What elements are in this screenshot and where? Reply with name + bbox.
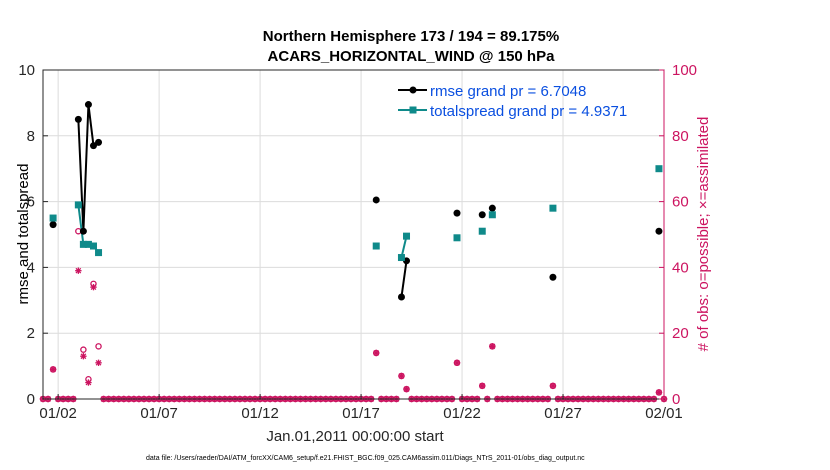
spread-point — [49, 214, 57, 222]
spread-point — [488, 211, 496, 219]
obs-assimilated-marker — [655, 389, 663, 396]
star-stroke — [479, 382, 486, 389]
data-file-footnote: data file: /Users/raeder/DAI/ATM_forcXX/… — [146, 455, 585, 462]
x-tick-label: 01/07 — [140, 405, 178, 422]
y-tick-label-right: 20 — [672, 325, 689, 342]
spread-point — [478, 227, 486, 235]
x-tick-label: 01/27 — [544, 405, 582, 422]
spread-point — [79, 240, 87, 248]
x-tick-label: 01/22 — [443, 405, 481, 422]
y-axis-label-right: # of obs: o=possible; ×=assimilated — [695, 117, 712, 352]
spread-point — [397, 254, 405, 262]
spread-point — [74, 201, 82, 209]
star-stroke — [454, 359, 460, 366]
legend-label-spread: totalspread grand pr = 4.9371 — [430, 103, 627, 120]
axis-ticks: 01/02 01/07 01/12 01/17 01/22 01/27 02/0102468… — [18, 62, 697, 422]
rmse-point — [74, 115, 82, 123]
star-stroke — [85, 379, 92, 386]
rmse-point — [95, 138, 103, 146]
spread-point — [655, 165, 663, 173]
chart-title-line-1: Northern Hemisphere 173 / 194 = 89.175% — [263, 28, 559, 45]
star-stroke — [80, 353, 87, 360]
spread-point — [403, 232, 411, 240]
spread-point — [89, 242, 97, 250]
y-tick-label-left: 10 — [18, 62, 35, 79]
rmse-point — [478, 211, 486, 219]
obs-assimilated-marker — [80, 353, 87, 360]
rmse-point — [397, 293, 405, 301]
obs-assimilated-marker — [85, 379, 92, 386]
chart-title: Northern Hemisphere 173 / 194 = 89.175% … — [263, 28, 559, 65]
rmse-series-line — [400, 260, 408, 298]
spread-point — [95, 249, 103, 257]
x-tick-label: 01/02 — [39, 405, 77, 422]
rmse-point — [453, 209, 461, 217]
spread-series-line — [400, 235, 408, 258]
obs-assimilated-marker — [549, 382, 557, 390]
star-stroke — [489, 343, 496, 350]
legend-marker-spread — [409, 106, 417, 114]
x-tick-label: 01/17 — [342, 405, 380, 422]
y-tick-label-left: 8 — [27, 128, 35, 145]
x-axis-label: Jan.01,2011 00:00:00 start — [266, 428, 444, 445]
obs-assimilated-marker — [489, 343, 496, 350]
obs-assimilated-marker — [75, 267, 82, 274]
obs-assimilated-marker — [90, 283, 97, 291]
obs-assimilated-marker — [95, 359, 102, 367]
y-tick-label-left: 0 — [27, 391, 35, 408]
obs-assimilated-marker — [49, 366, 57, 373]
obs-assimilated-marker — [479, 382, 486, 390]
plot-area — [43, 70, 664, 399]
star-stroke — [95, 359, 102, 366]
x-tick-label: 02/01 — [645, 405, 683, 422]
y-tick-label-left: 6 — [27, 194, 35, 211]
legend: rmse grand pr = 6.7048 totalspread grand… — [398, 83, 627, 120]
rmse-point — [79, 227, 87, 235]
rmse-point — [49, 221, 57, 229]
spread-point — [453, 234, 461, 242]
rmse-point — [89, 142, 97, 150]
chart-title-line-2: ACARS_HORIZONTAL_WIND @ 150 hPa — [268, 48, 556, 65]
y-tick-label-right: 80 — [672, 128, 689, 145]
rmse-point — [655, 227, 663, 235]
star-stroke — [50, 366, 56, 373]
spread-point — [549, 204, 557, 212]
star-stroke — [373, 350, 380, 356]
star-stroke — [656, 389, 662, 396]
rmse-point — [488, 204, 496, 212]
legend-label-rmse: rmse grand pr = 6.7048 — [430, 83, 586, 100]
star-stroke — [403, 386, 410, 392]
spread-point — [84, 240, 92, 248]
rmse-point — [549, 273, 557, 281]
obs-assimilated-marker — [403, 385, 410, 393]
rmse-point — [372, 196, 380, 204]
obs-assimilated-marker — [398, 372, 405, 380]
spread-point — [372, 242, 380, 250]
y-axis-label-left: rmse and totalspread — [15, 164, 32, 305]
star-stroke — [75, 267, 82, 274]
obs-assimilated-marker — [453, 359, 461, 367]
rmse-point — [84, 101, 92, 109]
star-stroke — [550, 382, 556, 389]
y-tick-label-left: 2 — [27, 325, 35, 342]
star-stroke — [90, 284, 97, 290]
obs-possible-marker — [95, 343, 102, 350]
star-stroke — [398, 373, 405, 379]
y-tick-label-right: 0 — [672, 391, 680, 408]
y-tick-label-right: 100 — [672, 62, 697, 79]
series-points — [49, 101, 663, 301]
obs-assimilated-marker — [373, 349, 380, 357]
y-tick-label-right: 40 — [672, 259, 689, 276]
y-tick-label-right: 60 — [672, 194, 689, 211]
obs-possible-marker — [80, 346, 87, 353]
y-tick-label-left: 4 — [27, 259, 35, 276]
x-tick-label: 01/12 — [241, 405, 279, 422]
legend-marker-rmse — [409, 86, 417, 94]
